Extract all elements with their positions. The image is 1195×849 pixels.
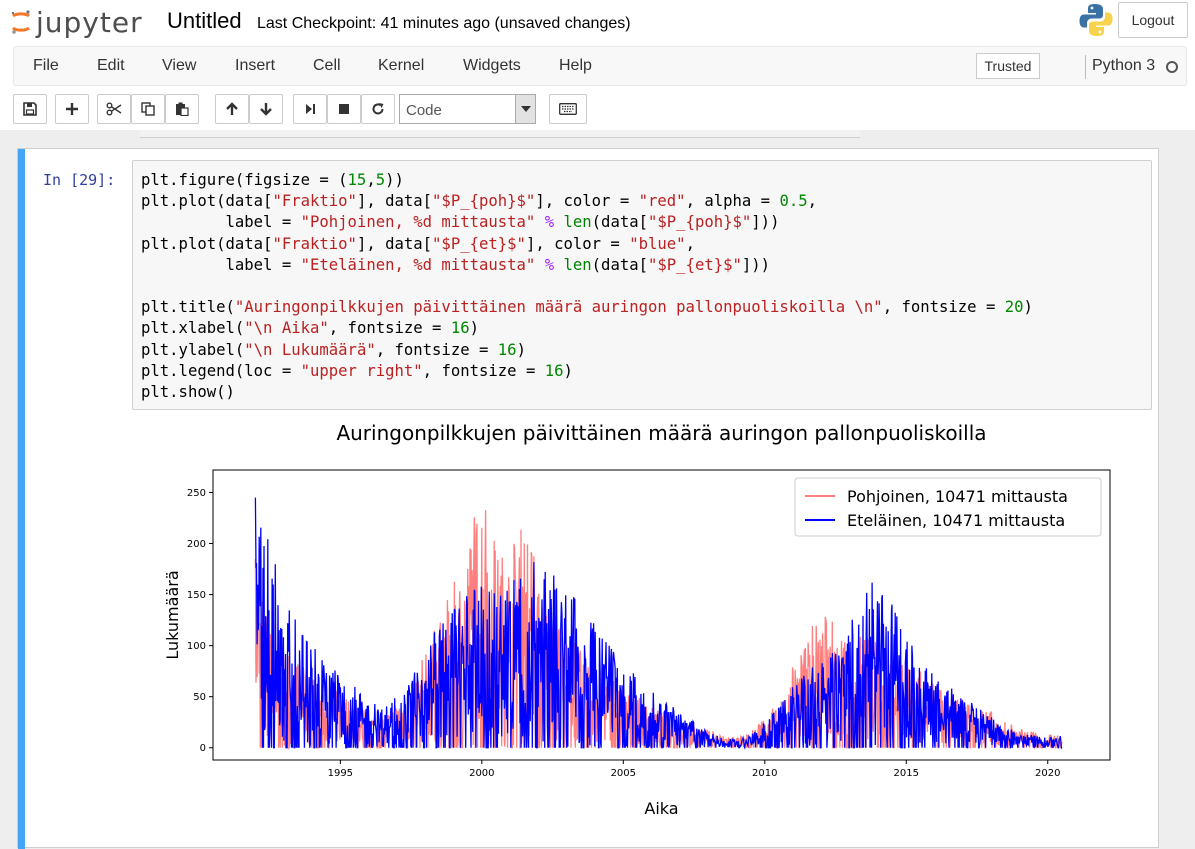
menu-widgets[interactable]: Widgets bbox=[463, 57, 521, 74]
y-tick-label: 150 bbox=[187, 590, 206, 601]
menu-view[interactable]: View bbox=[162, 57, 197, 74]
command-palette-button[interactable] bbox=[549, 94, 587, 124]
python-logo-icon bbox=[1079, 4, 1113, 36]
logout-button[interactable]: Logout bbox=[1118, 2, 1188, 38]
x-tick-label: 2015 bbox=[894, 768, 919, 779]
logo-text: jupyter bbox=[36, 5, 143, 39]
x-tick-label: 2000 bbox=[469, 768, 494, 779]
checkpoint-status: Last Checkpoint: 41 minutes ago (unsaved… bbox=[257, 15, 631, 32]
legend-label: Eteläinen, 10471 mittausta bbox=[847, 511, 1065, 530]
plot-frame bbox=[212, 469, 1111, 761]
notebook-title[interactable]: Untitled bbox=[167, 8, 242, 33]
move-down-button[interactable] bbox=[249, 94, 283, 124]
jupyter-logo[interactable]: jupyter bbox=[10, 4, 143, 40]
chart-title: Auringonpilkkujen päivittäinen määrä aur… bbox=[336, 421, 986, 445]
copy-icon bbox=[141, 102, 155, 116]
cell-prompt: In [29]: bbox=[43, 171, 116, 189]
plus-icon bbox=[66, 103, 78, 115]
run-button[interactable] bbox=[293, 94, 327, 124]
notebook-header: jupyter Untitled Last Checkpoint: 41 min… bbox=[0, 0, 1195, 130]
legend-box bbox=[794, 477, 1102, 537]
chevron-down-icon bbox=[515, 95, 535, 123]
x-tick-label: 2010 bbox=[752, 768, 777, 779]
jupyter-icon bbox=[11, 10, 30, 34]
x-tick-label: 2020 bbox=[1035, 768, 1060, 779]
paste-icon bbox=[176, 102, 189, 116]
keyboard-icon bbox=[559, 103, 577, 115]
cell-selected-indicator bbox=[18, 149, 25, 849]
move-up-button[interactable] bbox=[215, 94, 249, 124]
menu-file[interactable]: File bbox=[33, 57, 59, 74]
toolbar: Code bbox=[13, 94, 1187, 124]
menu-edit[interactable]: Edit bbox=[97, 57, 125, 74]
y-tick-label: 50 bbox=[193, 692, 206, 703]
restart-icon bbox=[372, 103, 384, 115]
insert-cell-button[interactable] bbox=[55, 94, 89, 124]
code-editor[interactable]: plt.figure(figsize = (15,5)) plt.plot(da… bbox=[132, 160, 1152, 410]
kernel-separator bbox=[1085, 55, 1086, 79]
kernel-name: Python 3 bbox=[1092, 57, 1156, 74]
menu-help[interactable]: Help bbox=[559, 57, 592, 74]
previous-cell-output bbox=[140, 130, 860, 138]
copy-button[interactable] bbox=[131, 94, 165, 124]
menu-insert[interactable]: Insert bbox=[235, 57, 276, 74]
y-tick-label: 0 bbox=[200, 743, 206, 754]
arrow-down-icon bbox=[260, 103, 272, 116]
save-icon bbox=[23, 102, 37, 116]
x-axis-label: Aika bbox=[644, 799, 678, 818]
menu-kernel[interactable]: Kernel bbox=[378, 57, 425, 74]
menubar: File Edit View Insert Cell Kernel Widget… bbox=[13, 46, 1187, 86]
x-tick-label: 2005 bbox=[611, 768, 636, 779]
trusted-button[interactable]: Trusted bbox=[976, 53, 1040, 79]
restart-button[interactable] bbox=[361, 94, 395, 124]
cell-type-value: Code bbox=[406, 102, 442, 119]
stop-icon bbox=[339, 104, 349, 114]
y-tick-label: 100 bbox=[187, 641, 206, 652]
y-tick-label: 200 bbox=[187, 539, 206, 550]
output-chart: Auringonpilkkujen päivittäinen määrä aur… bbox=[163, 421, 1111, 818]
series-line-etelainen bbox=[254, 497, 1063, 750]
series-line-pohjoinen bbox=[254, 509, 1063, 750]
save-button[interactable] bbox=[13, 94, 47, 124]
cut-button[interactable] bbox=[97, 94, 131, 124]
menu-cell[interactable]: Cell bbox=[313, 57, 341, 74]
y-axis-label: Lukumäärä bbox=[163, 570, 182, 659]
code-text: plt.figure(figsize = (15,5)) plt.plot(da… bbox=[141, 171, 1033, 402]
kernel-idle-icon bbox=[1166, 61, 1178, 73]
arrow-up-icon bbox=[226, 102, 238, 115]
interrupt-button[interactable] bbox=[327, 94, 361, 124]
x-tick-label: 1995 bbox=[328, 768, 353, 779]
legend-label: Pohjoinen, 10471 mittausta bbox=[847, 487, 1068, 506]
y-tick-label: 250 bbox=[187, 488, 206, 499]
cell-type-select[interactable]: Code bbox=[399, 94, 536, 124]
paste-button[interactable] bbox=[165, 94, 199, 124]
cut-icon bbox=[106, 102, 122, 116]
run-icon bbox=[306, 104, 315, 114]
